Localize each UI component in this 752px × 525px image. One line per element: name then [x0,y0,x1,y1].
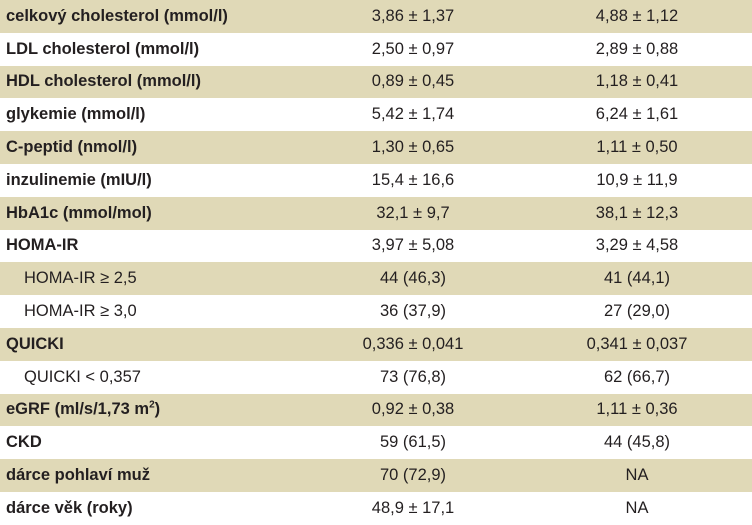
group-1-value: 44 (46,3) [379,269,447,288]
row-label: CKD [6,433,42,452]
group-1-value: 0,89 ± 0,45 [371,72,455,91]
table-row: C-peptid (nmol/l) 1,30 ± 0,65 1,11 ± 0,5… [0,131,752,164]
table-row: HOMA-IR 3,97 ± 5,08 3,29 ± 4,58 [0,229,752,263]
table-row: inzulinemie (mIU/l) 15,4 ± 16,6 10,9 ± 1… [0,163,752,197]
group-1-value: 2,50 ± 0,97 [371,39,455,58]
table-row: dárce věk (roky) 48,9 ± 17,1 NA [0,491,752,525]
group-1-value: 3,97 ± 5,08 [371,236,455,255]
table-row: eGRF (ml/s/1,73 m2) 0,92 ± 0,38 1,11 ± 0… [0,393,752,427]
group-2-value: 41 (44,1) [603,269,671,288]
group-2-value: 1,18 ± 0,41 [595,72,679,91]
row-label-superscript: 2 [149,399,155,411]
table-row: celkový cholesterol (mmol/l) 3,86 ± 1,37… [0,0,752,33]
table-row: dárce pohlaví muž 70 (72,9) NA [0,459,752,492]
row-label: inzulinemie (mIU/l) [6,170,152,189]
row-label: HOMA-IR [6,236,79,255]
row-label: celkový cholesterol (mmol/l) [6,6,228,25]
table-row: LDL cholesterol (mmol/l) 2,50 ± 0,97 2,8… [0,32,752,66]
row-label: dárce pohlaví muž [6,466,150,485]
group-1-value: 0,336 ± 0,041 [362,334,464,353]
group-1-value: 59 (61,5) [379,433,447,452]
group-1-value: 36 (37,9) [379,302,447,321]
group-1-value: 5,42 ± 1,74 [371,105,455,124]
group-2-value: 44 (45,8) [603,433,671,452]
table-row: HbA1c (mmol/mol) 32,1 ± 9,7 38,1 ± 12,3 [0,196,752,230]
table-row: QUICKI < 0,357 73 (76,8) 62 (66,7) [0,360,752,394]
group-1-value: 32,1 ± 9,7 [376,203,450,222]
group-1-value: 73 (76,8) [379,367,447,386]
table-row: glykemie (mmol/l) 5,42 ± 1,74 6,24 ± 1,6… [0,98,752,132]
group-2-value: 2,89 ± 0,88 [595,39,679,58]
group-2-value: NA [625,498,649,517]
row-label: HDL cholesterol (mmol/l) [6,72,201,91]
table-row: HOMA-IR ≥ 3,0 36 (37,9) 27 (29,0) [0,295,752,328]
table-row: CKD 59 (61,5) 44 (45,8) [0,426,752,460]
row-label: LDL cholesterol (mmol/l) [6,39,200,58]
table-row: HDL cholesterol (mmol/l) 0,89 ± 0,45 1,1… [0,65,752,99]
group-1-value: 15,4 ± 16,6 [371,170,455,189]
row-label: eGRF (ml/s/1,73 m2) [0,394,304,427]
group-2-value: NA [625,466,649,485]
group-2-value: 62 (66,7) [603,367,671,386]
group-2-value: 1,11 ± 0,50 [596,138,678,157]
row-label: dárce věk (roky) [6,498,133,517]
group-2-value: 1,11 ± 0,36 [596,400,678,419]
group-2-value: 6,24 ± 1,61 [595,105,679,124]
group-2-value: 0,341 ± 0,037 [586,334,688,353]
group-1-value: 1,30 ± 0,65 [371,138,455,157]
group-2-value: 38,1 ± 12,3 [595,203,679,222]
group-1-value: 48,9 ± 17,1 [371,498,455,517]
row-label: QUICKI [6,334,64,353]
group-1-value: 70 (72,9) [379,466,447,485]
row-label: HOMA-IR ≥ 2,5 [24,269,137,288]
row-label: HbA1c (mmol/mol) [6,203,152,222]
group-1-value: 0,92 ± 0,38 [371,400,455,419]
group-2-value: 3,29 ± 4,58 [595,236,679,255]
table-row: HOMA-IR ≥ 2,5 44 (46,3) 41 (44,1) [0,262,752,296]
group-1-value: 3,86 ± 1,37 [371,6,455,25]
row-label: QUICKI < 0,357 [24,367,141,386]
row-label: C-peptid (nmol/l) [6,138,138,157]
row-label: HOMA-IR ≥ 3,0 [24,302,137,321]
row-label-suffix: ) [154,400,161,419]
table-row: QUICKI 0,336 ± 0,041 0,341 ± 0,037 [0,327,752,361]
group-2-value: 4,88 ± 1,12 [595,6,679,25]
group-2-value: 10,9 ± 11,9 [596,170,678,189]
row-label-text: eGRF (ml/s/1,73 m [6,400,150,419]
group-2-value: 27 (29,0) [603,302,671,321]
row-label: glykemie (mmol/l) [6,105,146,124]
